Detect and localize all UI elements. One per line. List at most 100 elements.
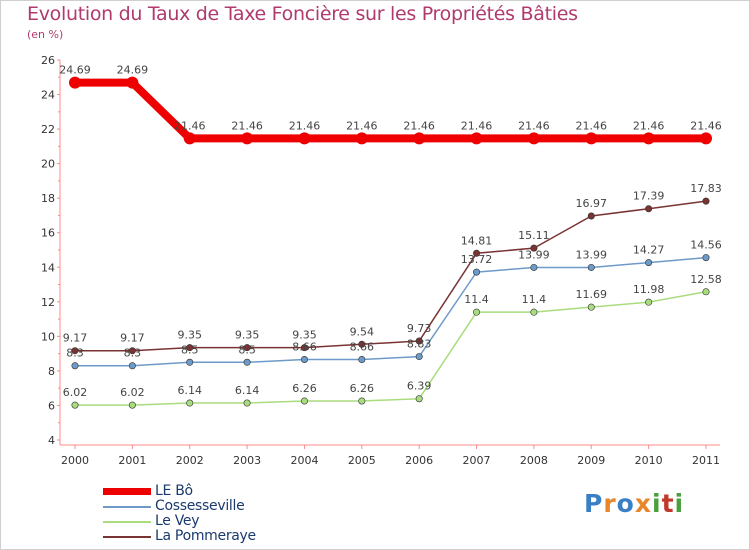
data-point bbox=[413, 132, 426, 145]
data-label: 8.3 bbox=[66, 347, 84, 360]
data-point bbox=[702, 254, 710, 262]
data-label: 11.4 bbox=[464, 293, 489, 306]
data-label: 14.81 bbox=[461, 234, 493, 247]
data-label: 12.58 bbox=[690, 273, 722, 286]
data-point bbox=[415, 353, 423, 361]
data-labels: 24.69 24.69 21.46 21.46 21.46 21.46 21.46 21.46… bbox=[59, 64, 722, 399]
data-label: 11.98 bbox=[633, 283, 665, 296]
data-point bbox=[300, 397, 308, 405]
data-label: 21.46 bbox=[633, 119, 665, 132]
y-tick-label: 4 bbox=[48, 434, 55, 447]
data-point bbox=[126, 76, 139, 89]
data-point bbox=[128, 347, 136, 355]
x-tick-label: 2001 bbox=[118, 454, 146, 467]
data-point bbox=[358, 397, 366, 405]
x-tick-label: 2000 bbox=[61, 454, 89, 467]
y-tick-label: 20 bbox=[41, 158, 55, 171]
proxiti-logo: Proxiti bbox=[584, 489, 684, 518]
data-point bbox=[186, 344, 194, 352]
x-tick-label: 2002 bbox=[176, 454, 204, 467]
data-label: 8.3 bbox=[124, 347, 142, 360]
data-point bbox=[415, 337, 423, 345]
data-label: 13.99 bbox=[576, 248, 608, 261]
data-point bbox=[71, 401, 79, 409]
x-tick-label: 2003 bbox=[233, 454, 261, 467]
data-label: 21.46 bbox=[403, 119, 435, 132]
data-point bbox=[300, 356, 308, 364]
series-line bbox=[75, 291, 707, 406]
data-label: 24.69 bbox=[117, 64, 149, 77]
data-point bbox=[183, 132, 196, 145]
y-tick-label: 12 bbox=[41, 296, 55, 309]
data-label: 9.54 bbox=[350, 325, 375, 338]
data-point bbox=[473, 268, 481, 276]
logo-letter: t bbox=[661, 489, 675, 518]
data-label: 6.14 bbox=[177, 384, 202, 397]
data-label: 9.35 bbox=[292, 329, 317, 342]
data-label: 8.66 bbox=[350, 341, 375, 354]
data-point bbox=[243, 399, 251, 407]
series-line bbox=[75, 78, 706, 143]
y-tick-label: 24 bbox=[41, 89, 55, 102]
logo-letter: x bbox=[634, 489, 652, 518]
data-point bbox=[587, 212, 595, 220]
data-label: 21.46 bbox=[174, 119, 206, 132]
logo-letter: P bbox=[584, 489, 604, 518]
data-label: 21.46 bbox=[576, 119, 608, 132]
data-label: 11.69 bbox=[576, 288, 608, 301]
data-point bbox=[71, 362, 79, 370]
series-layer bbox=[69, 76, 712, 409]
logo-letter: r bbox=[603, 489, 617, 518]
legend-swatch-le-bo bbox=[103, 488, 151, 495]
line-chart: 4 6 8 10 12 14 16 18 20 22 24 26 2000 2001 2002 2003 200… bbox=[41, 54, 722, 467]
data-point bbox=[530, 263, 538, 271]
x-tick-label: 2009 bbox=[577, 454, 605, 467]
data-label: 9.17 bbox=[120, 332, 145, 345]
data-point bbox=[69, 76, 81, 89]
data-label: 24.69 bbox=[59, 64, 91, 77]
data-point bbox=[645, 205, 653, 213]
data-point bbox=[700, 132, 712, 145]
data-point bbox=[645, 298, 653, 306]
data-point bbox=[587, 303, 595, 311]
data-label: 17.39 bbox=[633, 190, 665, 203]
series-line bbox=[75, 200, 707, 352]
x-tick-label: 2010 bbox=[635, 454, 663, 467]
x-tick-label: 2008 bbox=[520, 454, 548, 467]
data-point bbox=[128, 362, 136, 370]
logo-letter: i bbox=[652, 489, 662, 518]
axes: 4 6 8 10 12 14 16 18 20 22 24 26 2000 2001 2002 2003 200… bbox=[41, 54, 720, 467]
data-label: 6.02 bbox=[120, 386, 145, 399]
y-tick-label: 26 bbox=[41, 54, 55, 67]
y-tick-label: 16 bbox=[41, 227, 55, 240]
data-point bbox=[298, 132, 311, 145]
unit-label: (en %) bbox=[27, 28, 64, 41]
data-label: 14.56 bbox=[690, 239, 722, 252]
x-tick-label: 2004 bbox=[290, 454, 318, 467]
legend-label: Cossesseville bbox=[155, 498, 245, 514]
data-point bbox=[702, 197, 710, 205]
data-point bbox=[473, 249, 481, 257]
data-label: 14.27 bbox=[633, 244, 665, 257]
y-tick-label: 8 bbox=[48, 365, 55, 378]
data-point bbox=[702, 288, 710, 296]
logo-letter: i bbox=[674, 489, 685, 518]
data-label: 9.35 bbox=[177, 329, 202, 342]
logo-letter: o bbox=[616, 489, 635, 518]
x-tick-label: 2006 bbox=[405, 454, 433, 467]
data-label: 8.66 bbox=[292, 341, 317, 354]
data-point bbox=[243, 344, 251, 352]
data-label: 6.14 bbox=[235, 384, 260, 397]
data-point bbox=[241, 132, 254, 145]
y-tick-label: 10 bbox=[41, 330, 55, 343]
data-label: 8.5 bbox=[181, 343, 199, 356]
data-point bbox=[415, 395, 423, 403]
x-tick-label: 2007 bbox=[463, 454, 491, 467]
data-point bbox=[642, 132, 655, 145]
data-point bbox=[530, 308, 538, 316]
data-label: 17.83 bbox=[690, 182, 722, 195]
data-label: 8.83 bbox=[407, 338, 432, 351]
data-label: 9.73 bbox=[407, 322, 432, 335]
legend-swatch-le-vey bbox=[103, 521, 151, 523]
